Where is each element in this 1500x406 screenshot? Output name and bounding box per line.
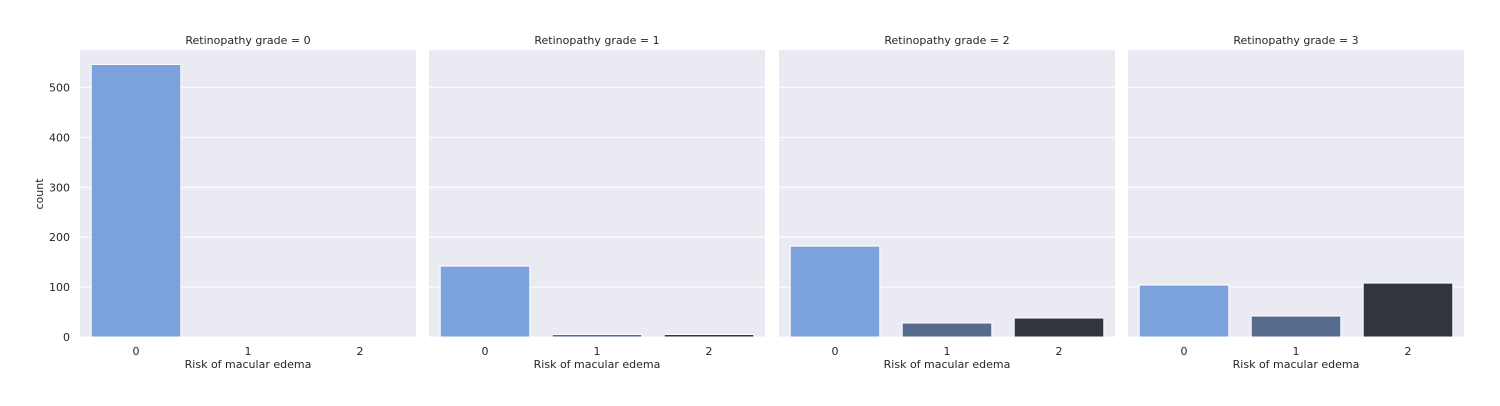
x-axis-label: Risk of macular edema: [185, 358, 312, 371]
x-tick-label: 2: [706, 345, 713, 358]
x-axis-label: Risk of macular edema: [884, 358, 1011, 371]
panel-title: Retinopathy grade = 1: [534, 34, 659, 47]
x-tick-label: 0: [1181, 345, 1188, 358]
bar: [789, 245, 881, 338]
x-tick-label: 0: [832, 345, 839, 358]
x-tick-label: 0: [133, 345, 140, 358]
bar: [90, 63, 182, 338]
panel-title: Retinopathy grade = 2: [884, 34, 1009, 47]
bar: [551, 334, 643, 338]
x-tick-label: 1: [1293, 345, 1300, 358]
bar: [1013, 317, 1105, 338]
y-tick-label: 200: [49, 231, 70, 244]
panel-title: Retinopathy grade = 0: [185, 34, 310, 47]
panel-2: 0 1 2 Retinopathy grade = 2 Risk of macular …: [779, 34, 1115, 371]
panel-3: 0 1 2 Retinopathy grade = 3 Risk of macular …: [1128, 34, 1464, 371]
bar: [1250, 315, 1342, 338]
y-tick-label: 400: [49, 131, 70, 144]
panel-title: Retinopathy grade = 3: [1233, 34, 1358, 47]
bar: [439, 265, 531, 338]
x-tick-label: 1: [245, 345, 252, 358]
bar: [1362, 282, 1454, 338]
x-tick-label: 0: [482, 345, 489, 358]
x-tick-label: 2: [1405, 345, 1412, 358]
x-axis-label: Risk of macular edema: [1233, 358, 1360, 371]
y-tick-label: 500: [49, 81, 70, 94]
bar: [663, 334, 755, 338]
y-tick-label: 300: [49, 181, 70, 194]
y-tick-label: 100: [49, 281, 70, 294]
y-tick-label: 0: [63, 331, 70, 344]
y-axis-label: count: [33, 178, 46, 210]
bar: [1138, 284, 1230, 338]
x-axis-label: Risk of macular edema: [534, 358, 661, 371]
x-tick-label: 2: [1056, 345, 1063, 358]
x-tick-label: 1: [594, 345, 601, 358]
x-tick-label: 2: [357, 345, 364, 358]
panel-0: 0 100 200 300 400 500 0 1 2 Retinopathy grade = 0…: [49, 34, 416, 371]
bar: [901, 322, 993, 338]
x-tick-label: 1: [944, 345, 951, 358]
panel-1: 0 1 2 Retinopathy grade = 1 Risk of macular …: [429, 34, 765, 371]
